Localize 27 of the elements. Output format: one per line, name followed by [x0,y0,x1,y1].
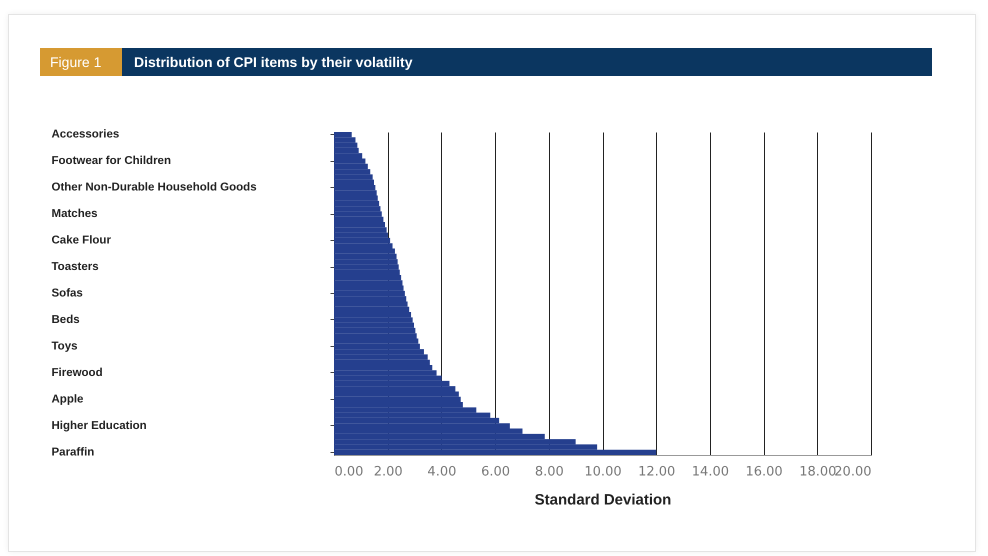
x-tick-label: 0.00 [334,464,364,480]
x-tick-label: 2.00 [374,464,403,480]
y-tick-label: Apple [52,393,84,406]
y-tick-label: Beds [52,314,80,326]
y-tick-label: Footwear for Children [52,155,171,168]
y-tick-label: Other Non-Durable Household Goods [52,182,257,194]
x-axis-title: Standard Deviation [534,492,672,508]
caption: Figure 1 [40,48,122,76]
y-tick-label: Toys [52,340,78,352]
x-tick-label: 10.00 [584,464,622,480]
x-tick-label: 20.00 [834,464,872,480]
x-tick-label: 16.00 [745,464,783,480]
y-tick-label: Toasters [52,261,99,274]
x-tick-label: 18.00 [799,464,836,480]
y-tick-label: Accessories [52,128,120,141]
y-tick-label: Sofas [52,288,83,300]
y-tick-label: Cake Flour [52,234,112,247]
x-tick-label: 8.00 [534,464,564,480]
y-tick-label: Firewood [52,366,103,379]
x-tick-label: 14.00 [692,464,730,480]
chart-title: Distribution of CPI items by their volatility [133,54,412,70]
y-tick-label: Matches [52,208,98,220]
x-tick-label: 4.00 [427,464,456,480]
x-tick-label: 6.00 [481,464,510,480]
x-tick-label: 12.00 [638,464,676,480]
y-tick-label: Paraffin [52,446,94,458]
y-tick-label: Higher Education [52,420,147,432]
